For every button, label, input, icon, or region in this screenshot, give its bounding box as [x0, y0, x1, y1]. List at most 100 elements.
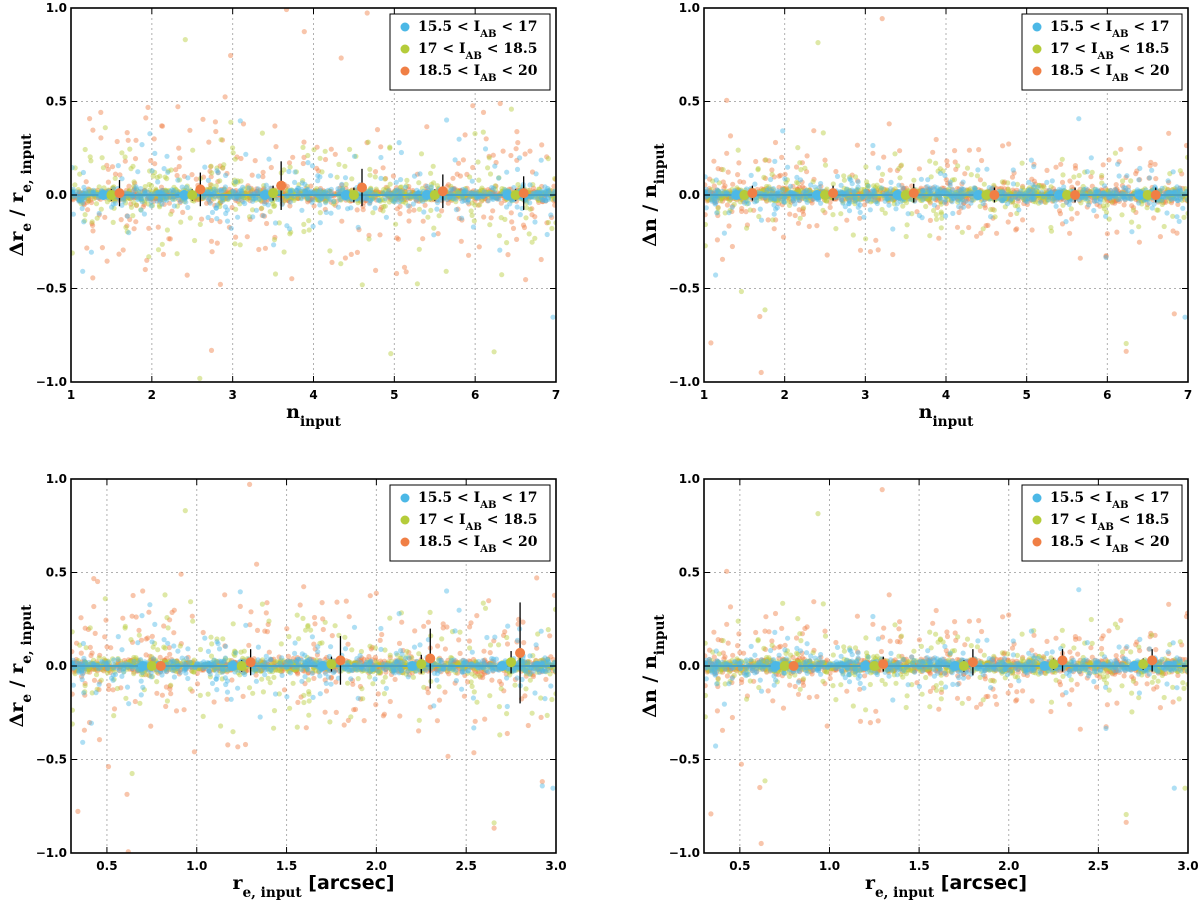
data-point [476, 188, 482, 195]
data-point [507, 201, 513, 207]
data-point [285, 197, 291, 203]
data-point [714, 237, 721, 243]
data-point [406, 218, 412, 224]
data-point [209, 249, 215, 255]
data-point [128, 166, 134, 172]
data-point [804, 153, 810, 159]
data-point [71, 189, 76, 195]
data-point [475, 189, 481, 195]
data-point [777, 172, 784, 178]
data-point [424, 183, 430, 189]
data-point [228, 52, 234, 59]
data-point [715, 166, 721, 172]
data-point [1136, 224, 1142, 230]
data-point [764, 186, 770, 192]
data-point [163, 195, 169, 202]
data-point [161, 197, 167, 203]
data-point [488, 189, 494, 195]
data-point [807, 187, 813, 193]
x-tick-label: 5 [390, 388, 398, 402]
x-tick-label: 4 [309, 388, 317, 402]
data-point [323, 200, 329, 206]
data-point [748, 172, 754, 178]
data-point [322, 156, 329, 163]
data-point [174, 195, 180, 201]
data-point [822, 210, 828, 216]
data-point [959, 229, 965, 235]
data-point [160, 251, 166, 257]
data-point [744, 225, 750, 231]
data-point [713, 177, 719, 183]
data-point [795, 145, 801, 151]
data-point [949, 199, 955, 205]
data-point [416, 246, 422, 252]
data-point [314, 188, 320, 194]
data-point [447, 196, 453, 202]
data-point [794, 186, 801, 192]
data-point [1059, 156, 1065, 162]
data-point [1149, 167, 1155, 173]
data-point [838, 182, 844, 188]
data-point [757, 313, 763, 320]
data-point [1137, 145, 1143, 152]
data-point [466, 252, 472, 258]
data-point [342, 163, 348, 169]
data-point [209, 187, 215, 193]
data-point [764, 198, 770, 204]
data-point [496, 196, 502, 202]
legend-entry: 17 < IAB < 18.5 [418, 41, 537, 62]
data-point [315, 178, 321, 184]
data-point [1123, 348, 1129, 354]
data-point [852, 195, 858, 201]
data-point [294, 195, 300, 201]
data-point [321, 196, 327, 202]
data-point [170, 189, 176, 195]
data-point [169, 208, 175, 214]
data-point [87, 116, 93, 122]
data-point [1009, 174, 1016, 180]
data-point [316, 197, 322, 203]
data-point [305, 186, 311, 192]
data-point [133, 202, 140, 209]
data-point [299, 207, 305, 213]
data-point [300, 178, 306, 184]
data-point [420, 218, 426, 224]
data-point [772, 158, 778, 164]
data-point [381, 186, 387, 193]
data-point [361, 199, 367, 205]
data-point [780, 234, 787, 240]
data-point [286, 190, 292, 196]
data-point [460, 186, 466, 193]
data-point [77, 198, 83, 204]
data-point [455, 189, 461, 195]
data-point [443, 268, 449, 274]
data-point [303, 189, 309, 195]
data-point [900, 186, 907, 192]
data-point [256, 196, 262, 202]
data-point [528, 190, 534, 196]
data-point [109, 204, 115, 210]
data-point [1075, 180, 1081, 186]
data-point [855, 196, 861, 202]
data-point [370, 189, 376, 195]
data-point [542, 184, 548, 190]
data-point [870, 142, 876, 149]
data-point [367, 198, 373, 204]
data-point [400, 187, 406, 193]
data-point [980, 200, 986, 207]
data-point [377, 189, 383, 195]
data-point [539, 198, 546, 204]
mean-marker [510, 190, 521, 200]
data-point [1166, 179, 1172, 186]
data-point [916, 166, 923, 172]
data-point [323, 197, 329, 203]
data-point [1134, 168, 1140, 174]
data-point [472, 202, 478, 208]
data-point [235, 178, 241, 184]
data-point [1114, 229, 1120, 235]
data-point [955, 163, 961, 169]
data-point [524, 200, 530, 206]
data-point [1161, 223, 1167, 230]
data-point [131, 179, 137, 185]
